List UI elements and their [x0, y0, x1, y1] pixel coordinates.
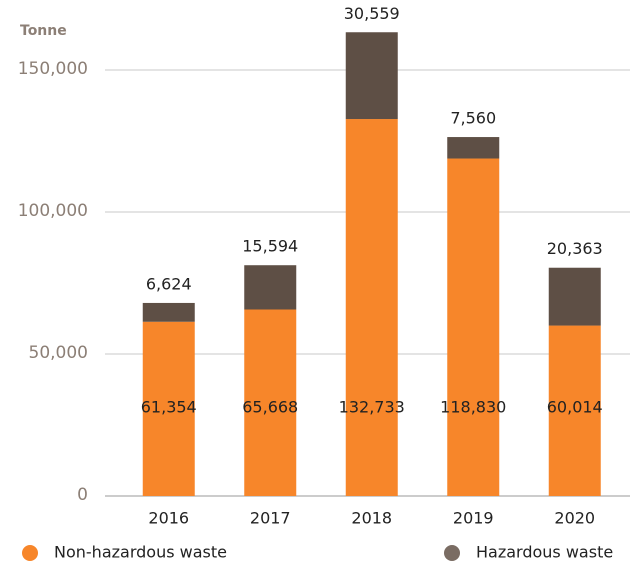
data-label: 118,830: [440, 398, 506, 417]
data-label: 30,559: [344, 4, 400, 23]
x-tick-label: 2019: [453, 509, 494, 528]
y-tick-label: 150,000: [18, 59, 88, 79]
y-tick-label: 0: [77, 485, 88, 505]
x-tick-label: 2016: [148, 509, 189, 528]
bar-segment: [345, 119, 398, 497]
bar-segment: [447, 137, 500, 159]
bar-segment: [142, 302, 195, 322]
data-label: 6,624: [146, 274, 192, 293]
y-tick-label: 100,000: [18, 201, 88, 221]
data-label: 132,733: [339, 398, 405, 417]
bar-segment: [548, 267, 601, 326]
bar-segment: [548, 325, 601, 496]
y-axis-label: Tonne: [20, 23, 67, 39]
data-label: 15,594: [242, 237, 298, 256]
legend-swatch: [22, 545, 38, 561]
bar-segment: [142, 321, 195, 496]
x-tick-label: 2020: [554, 509, 595, 528]
legend-label: Hazardous waste: [476, 543, 613, 562]
data-label: 61,354: [141, 398, 197, 417]
legend-label: Non-hazardous waste: [54, 543, 227, 562]
bar-segment: [244, 265, 297, 310]
data-label: 7,560: [450, 109, 496, 128]
y-tick-label: 50,000: [29, 343, 88, 363]
x-tick-label: 2018: [351, 509, 392, 528]
x-tick-label: 2017: [250, 509, 291, 528]
data-label: 65,668: [242, 398, 298, 417]
bar-segment: [244, 309, 297, 496]
data-label: 60,014: [547, 398, 603, 417]
bar-segment: [447, 158, 500, 496]
legend-swatch: [444, 545, 460, 561]
data-label: 20,363: [547, 239, 603, 258]
bar-segment: [345, 32, 398, 120]
